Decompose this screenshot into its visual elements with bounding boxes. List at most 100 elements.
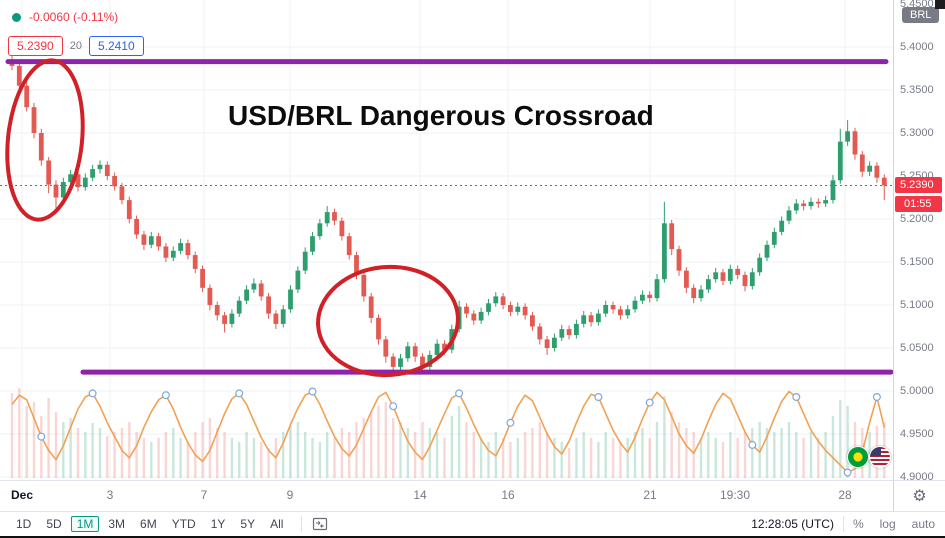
range-ytd[interactable]: YTD xyxy=(171,517,196,531)
bid-ask-row: 5.2390 20 5.2410 xyxy=(8,36,144,56)
candle-body xyxy=(654,279,660,299)
candle-body xyxy=(53,184,59,198)
auto-scale-button[interactable]: auto xyxy=(911,517,935,531)
oscillator-marker xyxy=(389,402,398,411)
candle-body xyxy=(684,270,689,288)
volume-bar xyxy=(120,428,124,478)
range-1y[interactable]: 1Y xyxy=(210,517,226,531)
candle-body xyxy=(515,306,521,312)
range-1d[interactable]: 1D xyxy=(16,517,32,531)
chart-annotation-title[interactable]: USD/BRL Dangerous Crossroad xyxy=(228,100,654,131)
toolbar-divider xyxy=(301,516,303,532)
candle-body xyxy=(581,315,587,324)
candle-body xyxy=(214,305,220,316)
candle-body xyxy=(368,296,374,318)
range-6m[interactable]: 6M xyxy=(140,517,157,531)
range-5d[interactable]: 5D xyxy=(46,517,62,531)
candle-body xyxy=(874,165,880,178)
candle-body xyxy=(148,236,154,245)
volume-bar xyxy=(597,442,600,478)
candle-body xyxy=(295,270,301,290)
candle-body xyxy=(764,244,770,258)
range-5y[interactable]: 5Y xyxy=(240,517,256,531)
volume-bar xyxy=(304,432,307,478)
candle-body xyxy=(346,236,352,256)
log-scale-button[interactable]: log xyxy=(879,517,896,531)
volume-bar xyxy=(32,402,36,478)
candle-body xyxy=(588,315,594,323)
candle-body xyxy=(427,354,433,367)
last-price-badge: 5.2390 xyxy=(895,177,942,193)
candle-body xyxy=(552,337,557,348)
volume-bar xyxy=(435,432,439,478)
candle-body xyxy=(881,177,887,186)
oscillator-marker xyxy=(594,393,603,402)
oscillator-line xyxy=(11,390,886,474)
candle-body xyxy=(559,329,565,338)
volume-bar xyxy=(538,422,541,478)
settings-gear-icon[interactable]: ⚙ xyxy=(912,488,927,505)
candle-body xyxy=(405,346,411,359)
chart-pane[interactable]: -0.0060 (-0.11%) 5.2390 20 5.2410 USD/BR… xyxy=(0,0,893,480)
time-axis-label: 16 xyxy=(501,488,515,502)
time-axis[interactable]: Dec 3 7 9 14 16 21 19:30 28 xyxy=(0,480,893,511)
volume-bar xyxy=(150,442,153,478)
candle-body xyxy=(229,313,235,324)
volume-bar xyxy=(326,432,329,478)
volume-bar xyxy=(135,432,138,478)
candle-body xyxy=(244,289,249,301)
candle-body xyxy=(141,234,147,245)
price-axis-label: 5.2000 xyxy=(900,213,934,225)
range-all[interactable]: All xyxy=(270,517,284,531)
candle-body xyxy=(691,287,697,299)
range-1m[interactable]: 1M xyxy=(70,516,100,532)
percent-scale-button[interactable]: % xyxy=(852,517,864,531)
highlight-ellipse-2[interactable] xyxy=(314,262,461,380)
candle-body xyxy=(280,309,286,324)
sell-price-button[interactable]: 5.2390 xyxy=(8,36,63,56)
candle-body xyxy=(236,300,242,314)
candle-body xyxy=(97,164,103,170)
candle-body xyxy=(310,236,315,252)
volume-bar xyxy=(685,428,688,478)
volume-bar xyxy=(62,422,65,478)
volume-bar xyxy=(802,438,805,478)
volume-bar xyxy=(128,422,131,478)
price-axis[interactable]: 5.4500 5.4000 5.3500 5.3000 5.2500 5.2000 5.15… xyxy=(893,0,945,480)
highlight-ellipse-1[interactable] xyxy=(0,57,90,224)
time-axis-label: 28 xyxy=(838,488,852,502)
volume-bar xyxy=(260,442,263,478)
buy-price-button[interactable]: 5.2410 xyxy=(88,36,144,56)
price-axis-label: 5.0000 xyxy=(900,385,934,397)
currency-badge[interactable]: BRL xyxy=(902,7,940,23)
candle-body xyxy=(24,85,30,108)
volume-bar xyxy=(186,442,190,478)
candle-body xyxy=(163,246,169,258)
instrument-flags-icon[interactable]: 2 xyxy=(847,446,893,468)
candle-body xyxy=(464,306,469,314)
candle-body xyxy=(383,339,389,357)
price-axis-label: 5.4500 xyxy=(900,0,934,11)
go-to-date-icon[interactable] xyxy=(311,515,329,533)
candle-body xyxy=(16,65,22,86)
candle-body xyxy=(376,317,381,340)
candle-body xyxy=(625,309,631,316)
volume-bar xyxy=(296,422,300,478)
candle-body xyxy=(38,133,44,161)
volume-bar xyxy=(457,406,461,478)
clock-utc[interactable]: 12:28:05 (UTC) xyxy=(751,517,834,531)
candle-body xyxy=(727,268,733,281)
candle-body xyxy=(354,255,359,275)
price-change-text: -0.0060 (-0.11%) xyxy=(29,10,119,24)
oscillator-marker xyxy=(235,389,244,398)
candle-body xyxy=(398,358,403,367)
volume-bar xyxy=(216,428,219,478)
range-3m[interactable]: 3M xyxy=(108,517,126,531)
volume-bar xyxy=(589,438,593,478)
volume-bar xyxy=(465,422,468,478)
candle-body xyxy=(126,200,132,219)
candle-body xyxy=(537,326,543,340)
bar-countdown-badge: 01:55 xyxy=(895,196,942,212)
candle-body xyxy=(823,200,828,204)
